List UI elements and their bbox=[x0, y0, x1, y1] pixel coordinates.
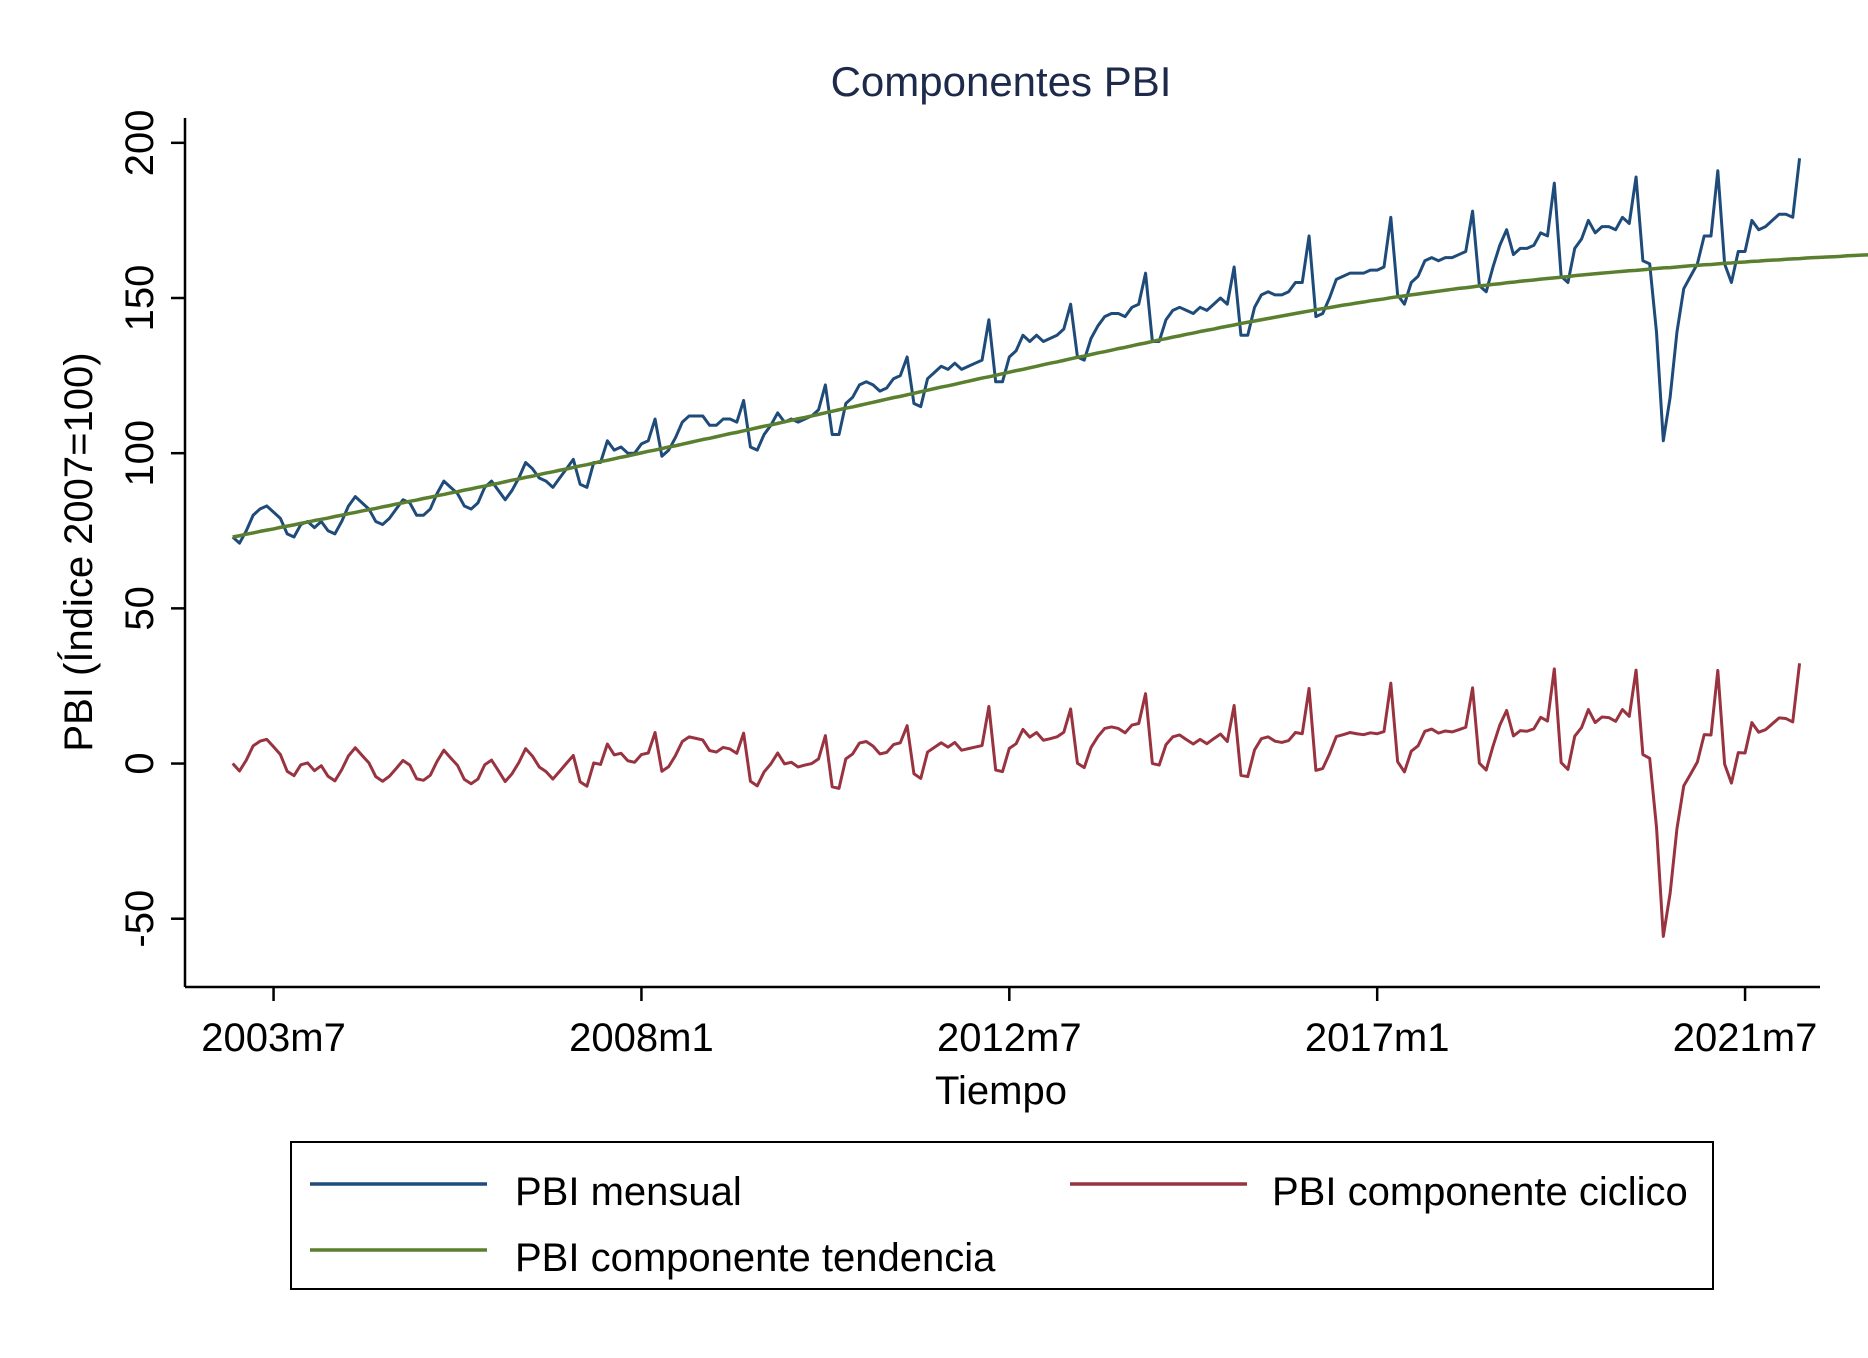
y-axis-label: PBI (Índice 2007=100) bbox=[56, 352, 101, 751]
legend-label-pbi-mensual: PBI mensual bbox=[515, 1170, 742, 1214]
x-axis-ticks: 2003m7 2008m1 2012m7 2017m1 2021m7 bbox=[201, 987, 1817, 1060]
series-lines bbox=[231, 158, 1868, 938]
series-line-pbi-tendencia bbox=[232, 253, 1868, 539]
series-line-pbi-ciclico bbox=[231, 663, 1802, 938]
y-tick-label: 150 bbox=[118, 265, 162, 332]
x-tick-label: 2017m1 bbox=[1305, 1016, 1450, 1060]
x-tick-label: 2012m7 bbox=[937, 1016, 1082, 1060]
x-tick-label: 2008m1 bbox=[569, 1016, 714, 1060]
legend-box bbox=[290, 1141, 1714, 1290]
legend: PBI mensual PBI componente ciclico PBI c… bbox=[290, 1141, 1714, 1290]
chart-title: Componentes PBI bbox=[831, 58, 1172, 105]
x-axis-label: Tiempo bbox=[935, 1069, 1067, 1113]
y-tick-label: 100 bbox=[118, 420, 162, 487]
y-axis-ticks: -50 0 50 100 150 200 bbox=[118, 109, 185, 948]
x-tick-label: 2021m7 bbox=[1673, 1016, 1818, 1060]
y-tick-label: -50 bbox=[118, 890, 162, 948]
y-tick-label: 0 bbox=[118, 752, 162, 774]
legend-label-pbi-tendencia: PBI componente tendencia bbox=[515, 1236, 996, 1280]
x-tick-label: 2003m7 bbox=[201, 1016, 346, 1060]
y-tick-label: 50 bbox=[118, 586, 162, 631]
y-tick-label: 200 bbox=[118, 109, 162, 176]
legend-label-pbi-ciclico: PBI componente ciclico bbox=[1272, 1170, 1688, 1214]
plot-area: -50 0 50 100 150 200 2003m7 2008m1 2012m7 2017m1… bbox=[118, 109, 1868, 1060]
